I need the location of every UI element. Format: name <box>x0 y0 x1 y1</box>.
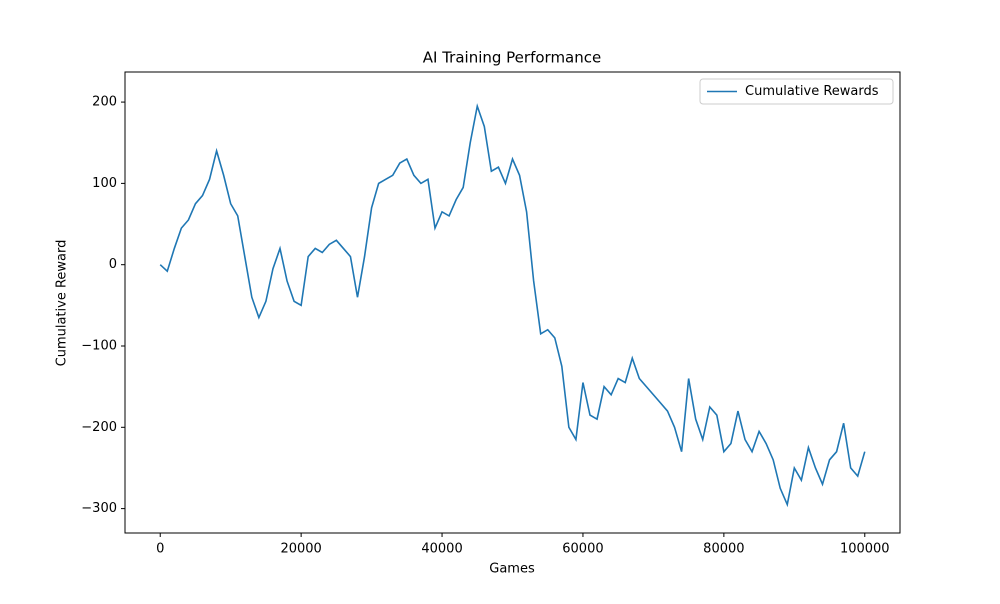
y-tick-label: 200 <box>92 95 117 110</box>
y-tick-label: −300 <box>81 501 117 516</box>
legend-box <box>699 78 894 105</box>
y-tick-label: 0 <box>109 257 117 272</box>
x-tick-label: 20000 <box>280 542 321 557</box>
x-axis-label: Games <box>489 562 535 577</box>
chart-title: AI Training Performance <box>423 49 601 67</box>
x-tick-label: 0 <box>156 542 164 557</box>
y-tick-label: −100 <box>81 338 117 353</box>
data-line <box>159 103 866 508</box>
x-tick-label: 80000 <box>703 542 744 557</box>
legend-label: Cumulative Rewards <box>745 84 879 99</box>
x-tick-label: 100000 <box>840 542 890 557</box>
x-tick-label: 40000 <box>421 542 462 557</box>
y-axis-label: Cumulative Reward <box>55 240 70 367</box>
y-tick-label: −200 <box>81 420 117 435</box>
plot-frame <box>124 71 901 534</box>
y-tick-label: 100 <box>92 176 117 191</box>
x-tick-label: 60000 <box>562 542 603 557</box>
